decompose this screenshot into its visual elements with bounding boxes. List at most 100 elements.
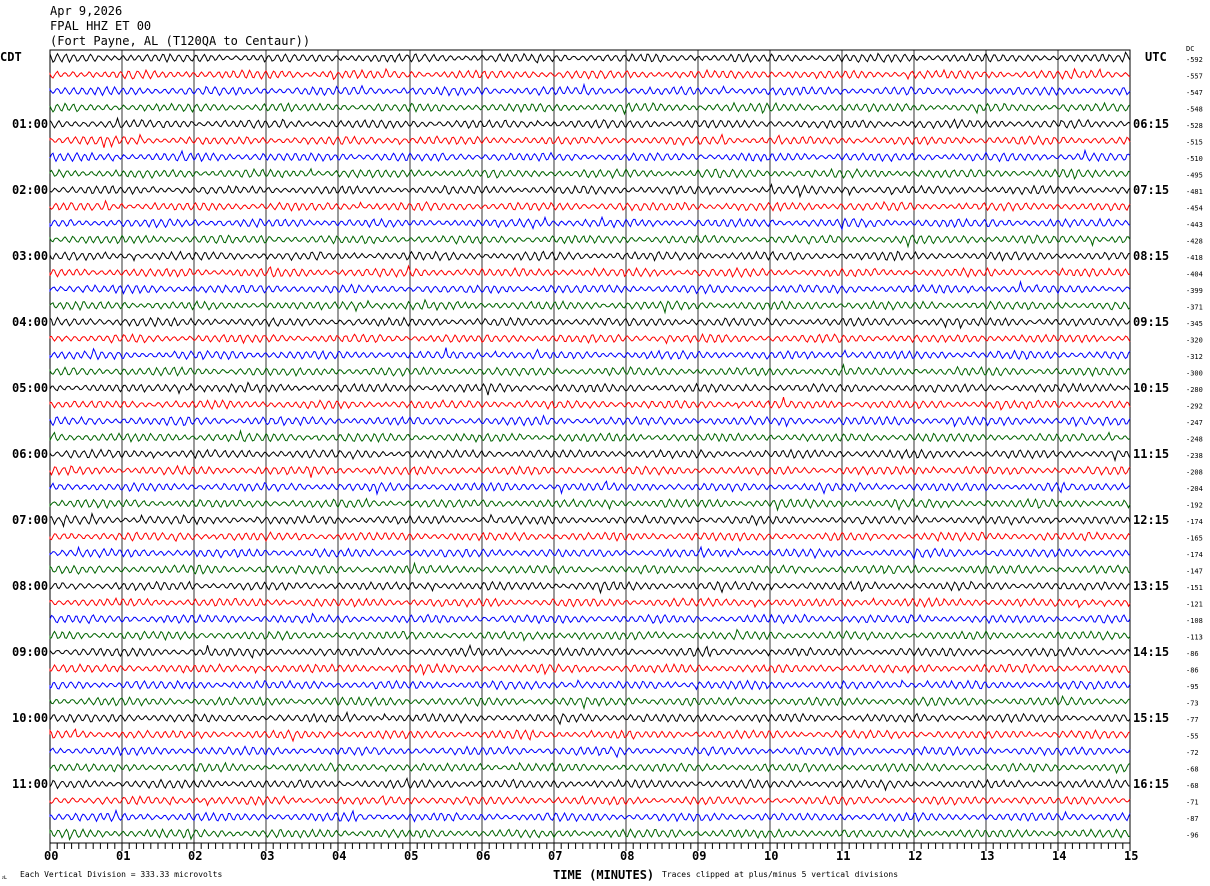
dc-offset-label: -443: [1186, 221, 1203, 229]
x-tick-label: 14: [1052, 849, 1066, 863]
dc-offset-label: -108: [1186, 617, 1203, 625]
dc-offset-label: -77: [1186, 716, 1199, 724]
cdt-hour-label: 05:00: [12, 381, 48, 395]
plot-frame: [49, 49, 1131, 844]
dc-offset-label: -547: [1186, 89, 1203, 97]
dc-offset-label: -428: [1186, 238, 1203, 246]
x-tick-label: 09: [692, 849, 706, 863]
dc-offset-label: -247: [1186, 419, 1203, 427]
location-label: (Fort Payne, AL (T120QA to Centaur)): [50, 34, 311, 48]
dc-offset-label: -300: [1186, 370, 1203, 378]
trace-line: [49, 643, 1131, 659]
dc-offset-label: -280: [1186, 386, 1203, 394]
utc-hour-label: 16:15: [1133, 777, 1169, 791]
x-tick-label: 10: [764, 849, 778, 863]
x-axis-title: TIME (MINUTES): [553, 868, 654, 882]
trace-line: [49, 116, 1131, 130]
dc-offset-label: -174: [1186, 551, 1203, 559]
dc-offset-label: -71: [1186, 799, 1199, 807]
trace-line: [49, 396, 1131, 411]
dc-offset-label: -312: [1186, 353, 1203, 361]
cdt-hour-label: 07:00: [12, 513, 48, 527]
dc-offset-label: -121: [1186, 601, 1203, 609]
cdt-hour-label: 04:00: [12, 315, 48, 329]
x-tick-label: 05: [404, 849, 418, 863]
grid: [49, 49, 1131, 851]
dc-offset-label: -208: [1186, 469, 1203, 477]
traces: [49, 51, 1131, 842]
x-tick-label: 13: [980, 849, 994, 863]
dc-offset-label: -86: [1186, 650, 1199, 658]
dc-offset-label: -404: [1186, 271, 1203, 279]
dc-offset-label: -73: [1186, 700, 1199, 708]
utc-hour-label: 10:15: [1133, 381, 1169, 395]
trace-line: [49, 545, 1131, 561]
corner-mark: ᴊʟ: [2, 874, 7, 881]
x-tick-label: 11: [836, 849, 850, 863]
dc-offset-label: -515: [1186, 139, 1203, 147]
trace-line: [49, 133, 1131, 149]
utc-hour-label: 13:15: [1133, 579, 1169, 593]
trace-line: [49, 776, 1131, 792]
station-label: FPAL HHZ ET 00: [50, 19, 152, 33]
dc-offset-label: -548: [1186, 106, 1203, 114]
trace-line: [49, 215, 1131, 231]
dc-offset-label: -72: [1186, 749, 1199, 757]
utc-hour-label: 08:15: [1133, 249, 1169, 263]
utc-hour-label: 09:15: [1133, 315, 1169, 329]
trace-line: [49, 234, 1131, 249]
trace-line: [49, 561, 1131, 575]
dc-offset-label: -68: [1186, 766, 1199, 774]
dc-offset-label: -557: [1186, 73, 1203, 81]
dc-offset-label: -292: [1186, 403, 1203, 411]
trace-line: [49, 511, 1131, 529]
utc-hour-label: 07:15: [1133, 183, 1169, 197]
dc-offset-label: -371: [1186, 304, 1203, 312]
trace-line: [49, 199, 1131, 213]
trace-line: [49, 596, 1131, 609]
x-tick-label: 07: [548, 849, 562, 863]
dc-offset-label: -86: [1186, 667, 1199, 675]
trace-line: [49, 279, 1131, 295]
trace-line: [49, 828, 1131, 842]
clip-note: Traces clipped at plus/minus 5 vertical …: [662, 870, 898, 879]
cdt-hour-label: 10:00: [12, 711, 48, 725]
x-tick-label: 06: [476, 849, 490, 863]
trace-line: [49, 628, 1131, 642]
dc-offset-label: -454: [1186, 205, 1203, 213]
dc-offset-label: -96: [1186, 832, 1199, 840]
x-tick-label: 00: [44, 849, 58, 863]
trace-line: [49, 745, 1131, 759]
utc-hour-label: 06:15: [1133, 117, 1169, 131]
dc-offset-label: -151: [1186, 584, 1203, 592]
trace-line: [49, 795, 1131, 807]
trace-line: [49, 381, 1131, 396]
trace-line: [49, 728, 1131, 743]
x-tick-label: 08: [620, 849, 634, 863]
trace-line: [49, 182, 1131, 199]
dc-offset-label: -418: [1186, 254, 1203, 262]
trace-line: [49, 82, 1131, 97]
date-label: Apr 9,2026: [50, 4, 123, 18]
dc-offset-label: -113: [1186, 634, 1203, 642]
x-tick-label: 03: [260, 849, 274, 863]
cdt-hour-label: 06:00: [12, 447, 48, 461]
dc-offset-label: -68: [1186, 782, 1199, 790]
trace-line: [49, 264, 1131, 279]
trace-line: [49, 497, 1131, 512]
dc-offset-label: -320: [1186, 337, 1203, 345]
utc-hour-label: 14:15: [1133, 645, 1169, 659]
trace-line: [49, 298, 1131, 315]
trace-line: [49, 316, 1131, 330]
trace-line: [49, 710, 1131, 726]
x-tick-label: 12: [908, 849, 922, 863]
x-tick-label: 04: [332, 849, 346, 863]
trace-line: [49, 347, 1131, 361]
trace-line: [49, 480, 1131, 496]
dc-offset-label: -55: [1186, 733, 1199, 741]
cdt-hour-label: 02:00: [12, 183, 48, 197]
dc-offset-label: -592: [1186, 56, 1203, 64]
dc-offset-label: -174: [1186, 518, 1203, 526]
dc-offset-label: -345: [1186, 320, 1203, 328]
